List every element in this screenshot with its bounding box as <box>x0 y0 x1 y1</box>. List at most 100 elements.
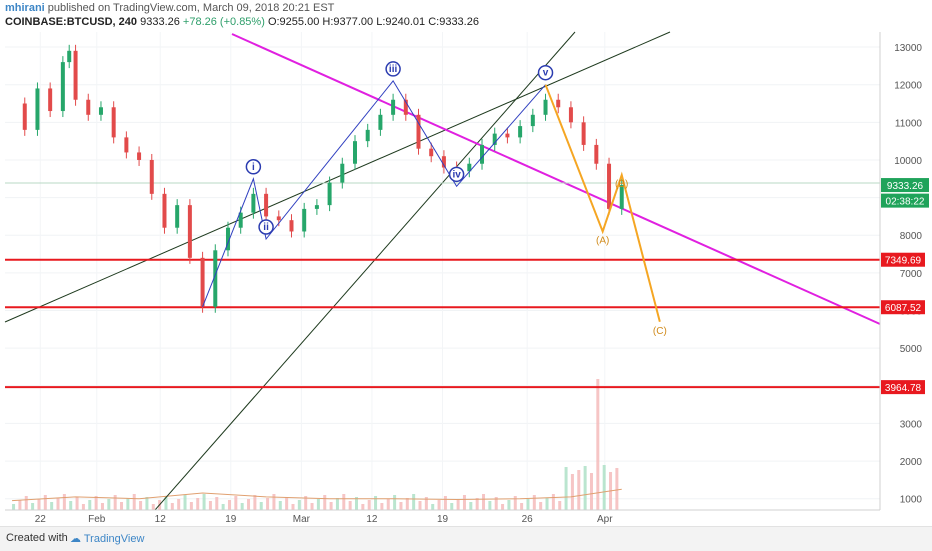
volume-bar <box>183 495 187 510</box>
last-price: 9333.26 <box>140 16 180 28</box>
volume-bar <box>259 502 263 510</box>
wave-label: iii <box>389 64 398 75</box>
wave-marker <box>448 166 465 183</box>
volume-bar <box>615 468 619 510</box>
price-tick-label: 3000 <box>900 419 923 430</box>
wave-marker <box>258 219 274 235</box>
volume-bar <box>323 495 327 510</box>
volume-bar <box>551 494 555 510</box>
volume-bar <box>386 499 390 510</box>
wave-marker <box>385 61 401 77</box>
volume-bar <box>431 504 435 510</box>
volume-bar <box>266 498 270 510</box>
volume-bar <box>253 495 257 510</box>
price-tag <box>881 193 929 208</box>
volume-bar <box>227 500 231 510</box>
volume-bar <box>583 466 587 510</box>
volume-bar <box>602 465 606 510</box>
price-axis[interactable]: 1000200030004000500060007000800090001000… <box>879 32 929 510</box>
price-tick-label: 13000 <box>894 43 922 54</box>
volume-bar <box>329 502 333 510</box>
volume-bar <box>202 494 206 510</box>
price-tick-label: 2000 <box>900 457 923 468</box>
cloud-icon: ☁ <box>70 533 81 545</box>
volume-bar <box>221 504 225 510</box>
price-tick-label: 10000 <box>894 156 922 167</box>
volume-bar <box>469 502 473 510</box>
price-tick-label: 7000 <box>900 269 923 280</box>
wave-label: (A) <box>596 235 609 246</box>
volume-bar <box>355 497 358 510</box>
volume-bar <box>56 498 60 510</box>
volume-bar <box>450 503 454 510</box>
volume-bar <box>196 498 200 510</box>
volume-bar <box>545 498 549 510</box>
volume-bar <box>170 503 174 510</box>
volume-bar <box>418 501 422 510</box>
low-value: L:9240.01 <box>376 16 426 28</box>
volume-bar <box>526 499 530 510</box>
level-price-tag <box>881 380 925 395</box>
volume-bar <box>272 494 276 510</box>
level-price-tag-label: 7349.69 <box>885 256 922 267</box>
level-price-tag <box>881 300 925 315</box>
volume-bar <box>215 497 219 510</box>
volume-bar <box>107 499 111 510</box>
close-value: C:9333.26 <box>428 16 479 28</box>
volume-bar <box>12 504 16 510</box>
volume-bar <box>234 496 238 510</box>
volume-bar <box>189 502 193 510</box>
volume-bar <box>577 470 581 510</box>
volume-bar <box>558 501 562 510</box>
volume-bar <box>126 498 130 510</box>
volume-bar <box>501 504 505 510</box>
symbol-name[interactable]: COINBASE:BTCUSD, 240 <box>5 16 138 28</box>
grid <box>5 32 880 510</box>
volume-bar <box>100 503 104 510</box>
high-value: H:9377.00 <box>322 16 374 28</box>
volume-bar <box>304 496 308 510</box>
open-value: O:9255.00 <box>267 16 320 28</box>
level-price-tag-label: 6087.52 <box>885 303 922 314</box>
volume-bar <box>374 496 378 510</box>
time-tick-label: 19 <box>437 514 449 525</box>
volume-bar <box>482 494 486 510</box>
tradingview-logo[interactable]: ☁ TradingView <box>70 532 144 545</box>
volume-bar <box>596 379 600 510</box>
volume-bar <box>151 504 155 510</box>
time-axis[interactable]: 22 Feb 12 19 Mar 12 19 26 Apr <box>5 509 880 525</box>
time-tick-label: Mar <box>293 514 311 525</box>
volume-bar <box>120 502 124 510</box>
volume-ma-line <box>12 488 622 502</box>
impulse-wave-line <box>202 80 546 307</box>
volume-bar <box>589 473 593 510</box>
volume-bar <box>208 501 212 510</box>
volume-bar <box>37 499 41 510</box>
volume-bar <box>145 497 149 510</box>
volume-bar <box>488 501 492 510</box>
volume-bar <box>475 498 479 510</box>
volume-bar <box>393 495 397 510</box>
author-link[interactable]: mhirani <box>5 2 45 14</box>
wave-label: (C) <box>653 326 667 337</box>
volume-bar <box>50 502 54 510</box>
wave-label: i <box>252 162 255 173</box>
volume-bar <box>405 498 409 510</box>
volume-bar <box>539 502 543 510</box>
volume-bar <box>412 494 416 510</box>
volume-bar <box>310 503 314 510</box>
volume-bar <box>247 499 251 510</box>
symbol-line: COINBASE:BTCUSD, 240 9333.26 +78.26 (+0.… <box>5 16 479 28</box>
volume-bar <box>507 500 511 510</box>
volume-bar <box>513 496 517 510</box>
volume-bar <box>177 499 181 510</box>
price-tag-label: 9333.26 <box>887 181 924 192</box>
volume-bar <box>43 495 47 510</box>
chart-header: mhirani published on TradingView.com, Ma… <box>0 0 932 32</box>
price-tick-label: 8000 <box>900 231 923 242</box>
volume-bar <box>348 501 352 510</box>
volume-bar <box>278 501 282 510</box>
trend-line-steep <box>154 31 576 511</box>
